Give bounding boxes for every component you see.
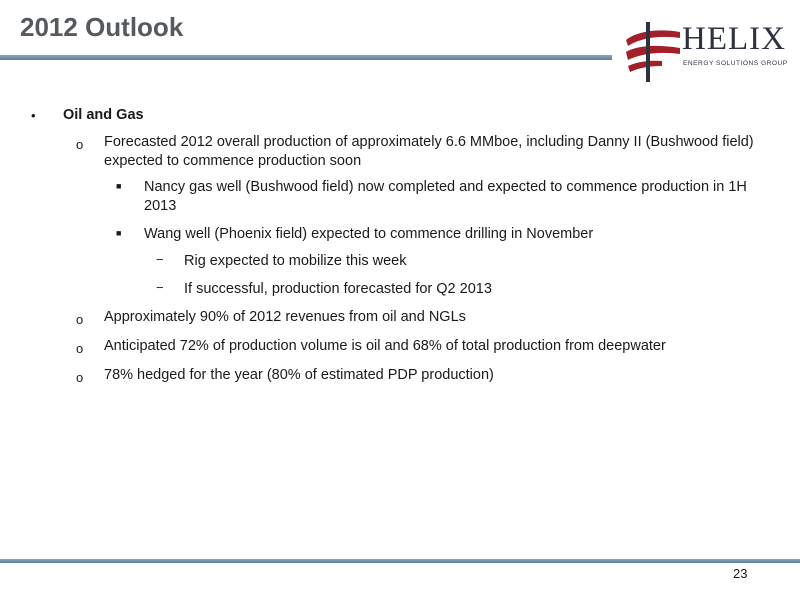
bullet-square-icon: ■ bbox=[116, 228, 122, 238]
list-item: Nancy gas well (Bushwood field) now comp… bbox=[144, 179, 747, 214]
list-item: 78% hedged for the year (80% of estimate… bbox=[104, 367, 494, 383]
bullet-square-icon: ■ bbox=[116, 181, 122, 191]
slide-title: 2012 Outlook bbox=[20, 12, 184, 42]
list-item: If successful, production forecasted for… bbox=[184, 281, 492, 297]
bullet-dash-icon: − bbox=[156, 252, 164, 267]
bullet-dash-icon: − bbox=[156, 280, 164, 295]
list-item: Approximately 90% of 2012 revenues from … bbox=[104, 309, 466, 325]
bullet-circle-icon: o bbox=[76, 312, 84, 327]
bullet-circle-icon: o bbox=[76, 370, 84, 385]
bullet-circle-icon: o bbox=[76, 137, 84, 152]
page-number: 23 bbox=[733, 566, 748, 581]
logo-wordmark: HELIX bbox=[682, 21, 786, 57]
footer-rule bbox=[0, 559, 800, 563]
bullet-heading: Oil and Gas bbox=[63, 107, 144, 123]
list-item: Anticipated 72% of production volume is … bbox=[104, 338, 666, 354]
helix-emblem-icon bbox=[626, 22, 680, 82]
bullet-dot-icon: • bbox=[31, 108, 36, 123]
title-rule bbox=[0, 55, 612, 60]
list-item: Rig expected to mobilize this week bbox=[184, 253, 407, 269]
helix-logo: HELIX ENERGY SOLUTIONS GROUP bbox=[622, 18, 787, 88]
logo-tagline: ENERGY SOLUTIONS GROUP bbox=[683, 60, 788, 67]
bullet-circle-icon: o bbox=[76, 341, 84, 356]
list-item: Wang well (Phoenix field) expected to co… bbox=[144, 226, 594, 242]
list-item: Forecasted 2012 overall production of ap… bbox=[104, 134, 754, 169]
